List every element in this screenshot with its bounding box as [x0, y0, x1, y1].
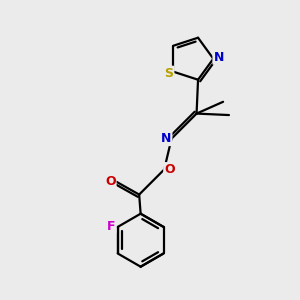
Text: N: N — [161, 132, 171, 145]
Text: F: F — [107, 220, 116, 233]
Text: S: S — [164, 67, 173, 80]
Text: O: O — [105, 175, 116, 188]
Text: N: N — [213, 51, 224, 64]
Text: O: O — [164, 163, 175, 176]
